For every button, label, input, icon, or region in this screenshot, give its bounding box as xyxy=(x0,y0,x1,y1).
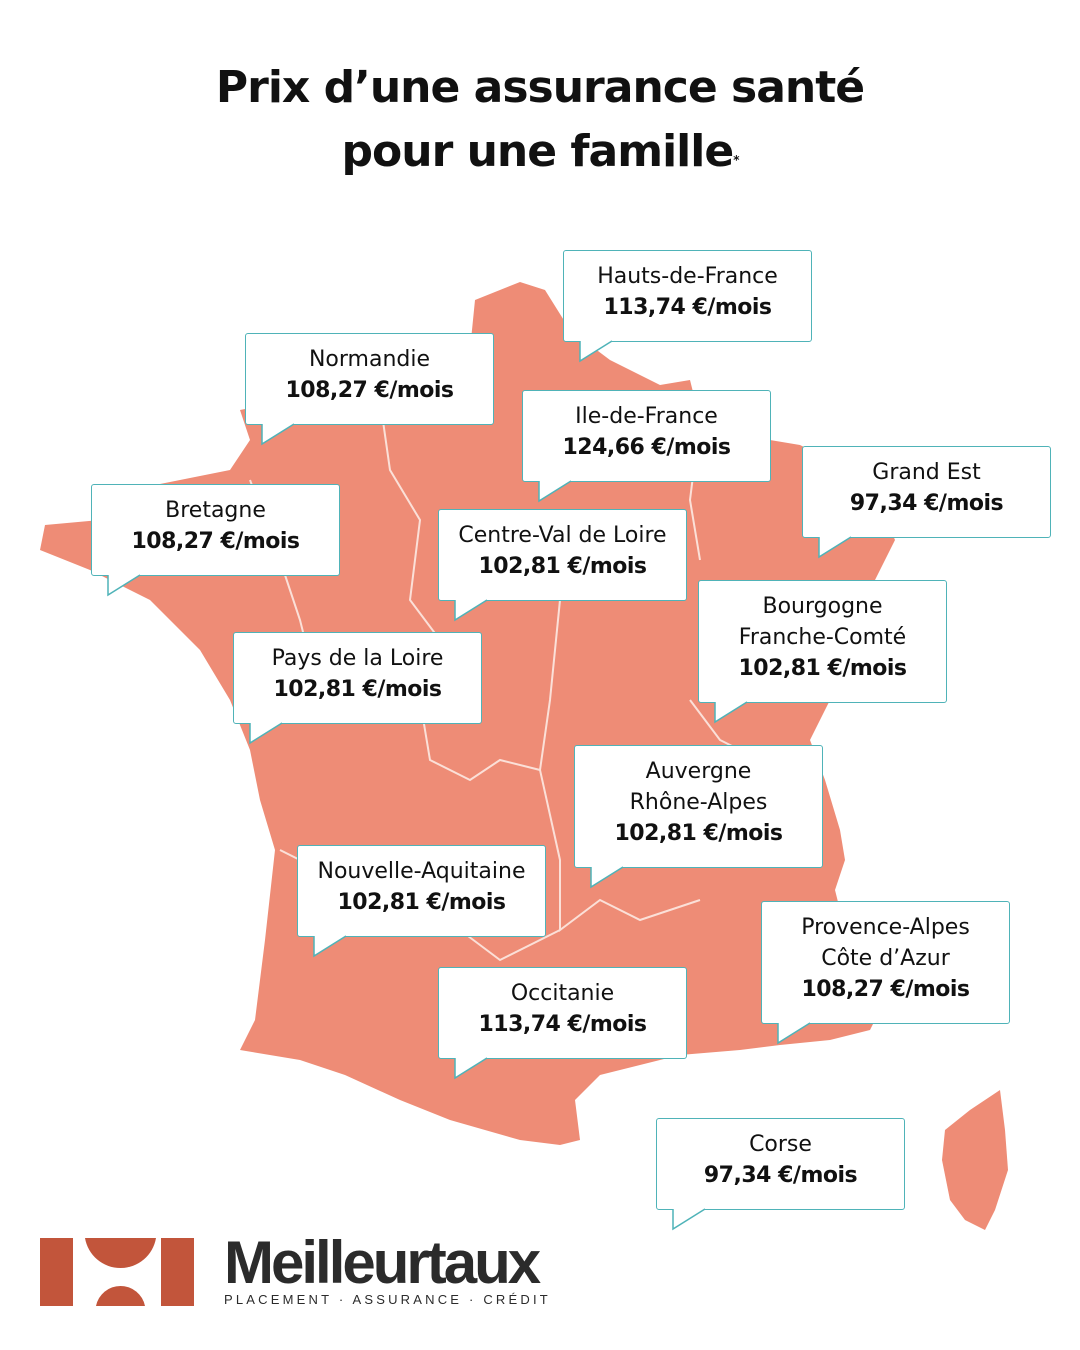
region-name: Bretagne xyxy=(165,498,266,523)
callout-normandie: Normandie 108,27 €/mois xyxy=(245,333,494,425)
region-name: Centre-Val de Loire xyxy=(458,523,667,548)
callout-bretagne: Bretagne 108,27 €/mois xyxy=(91,484,340,576)
title-line-1: Prix d’une assurance santé xyxy=(215,62,865,113)
region-name: Corse xyxy=(749,1132,812,1157)
footnote-mark: * xyxy=(733,153,739,167)
region-price: 102,81 €/mois xyxy=(738,656,907,681)
callout-ile-de-france: Ile-de-France 124,66 €/mois xyxy=(522,390,771,482)
callout-auvergne-rhone-alpes: Auvergne Rhône-Alpes 102,81 €/mois xyxy=(574,745,823,868)
region-price: 102,81 €/mois xyxy=(337,890,506,915)
region-name: Grand Est xyxy=(872,460,981,485)
region-price: 97,34 €/mois xyxy=(703,1163,858,1188)
region-name: Occitanie xyxy=(510,981,615,1006)
region-name: Provence-Alpes xyxy=(801,915,970,940)
region-name: Nouvelle-Aquitaine xyxy=(317,859,526,884)
callout-pays-de-la-loire: Pays de la Loire 102,81 €/mois xyxy=(233,632,482,724)
region-price: 97,34 €/mois xyxy=(849,491,1004,516)
region-name: Auvergne xyxy=(645,759,752,784)
region-price: 108,27 €/mois xyxy=(285,378,454,403)
callout-nouvelle-aquitaine: Nouvelle-Aquitaine 102,81 €/mois xyxy=(297,845,546,937)
region-name-line-2: Rhône-Alpes xyxy=(629,790,768,815)
region-price: 113,74 €/mois xyxy=(603,295,772,320)
region-price: 102,81 €/mois xyxy=(478,554,647,579)
title-line-2: pour une famille* xyxy=(0,120,1080,184)
region-name-line-2: Côte d’Azur xyxy=(821,946,950,971)
region-price: 108,27 €/mois xyxy=(801,977,970,1002)
region-name: Ile-de-France xyxy=(575,404,718,429)
region-price: 102,81 €/mois xyxy=(614,821,783,846)
callout-bourgogne-franche-comte: Bourgogne Franche-Comté 102,81 €/mois xyxy=(698,580,947,703)
region-name: Pays de la Loire xyxy=(271,646,444,671)
callout-centre-val-de-loire: Centre-Val de Loire 102,81 €/mois xyxy=(438,509,687,601)
corsica xyxy=(942,1090,1008,1230)
region-name: Hauts-de-France xyxy=(597,264,778,289)
region-price: 108,27 €/mois xyxy=(131,529,300,554)
callout-hauts-de-france: Hauts-de-France 113,74 €/mois xyxy=(563,250,812,342)
page-title: Prix d’une assurance santé pour une fami… xyxy=(0,56,1080,184)
region-name-line-2: Franche-Comté xyxy=(738,625,907,650)
meilleurtaux-logo-mark xyxy=(40,1238,194,1306)
region-name: Normandie xyxy=(308,347,431,372)
callout-occitanie: Occitanie 113,74 €/mois xyxy=(438,967,687,1059)
region-price: 113,74 €/mois xyxy=(478,1012,647,1037)
region-price: 124,66 €/mois xyxy=(562,435,731,460)
brand-tagline: PLACEMENT · ASSURANCE · CRÉDIT xyxy=(224,1292,551,1307)
callout-corse: Corse 97,34 €/mois xyxy=(656,1118,905,1210)
title-line-2-text: pour une famille xyxy=(341,126,735,177)
region-price: 102,81 €/mois xyxy=(273,677,442,702)
callout-grand-est: Grand Est 97,34 €/mois xyxy=(802,446,1051,538)
brand-name: Meilleurtaux xyxy=(224,1229,541,1296)
region-name: Bourgogne xyxy=(762,594,883,619)
callout-provence-alpes-cote-dazur: Provence-Alpes Côte d’Azur 108,27 €/mois xyxy=(761,901,1010,1024)
